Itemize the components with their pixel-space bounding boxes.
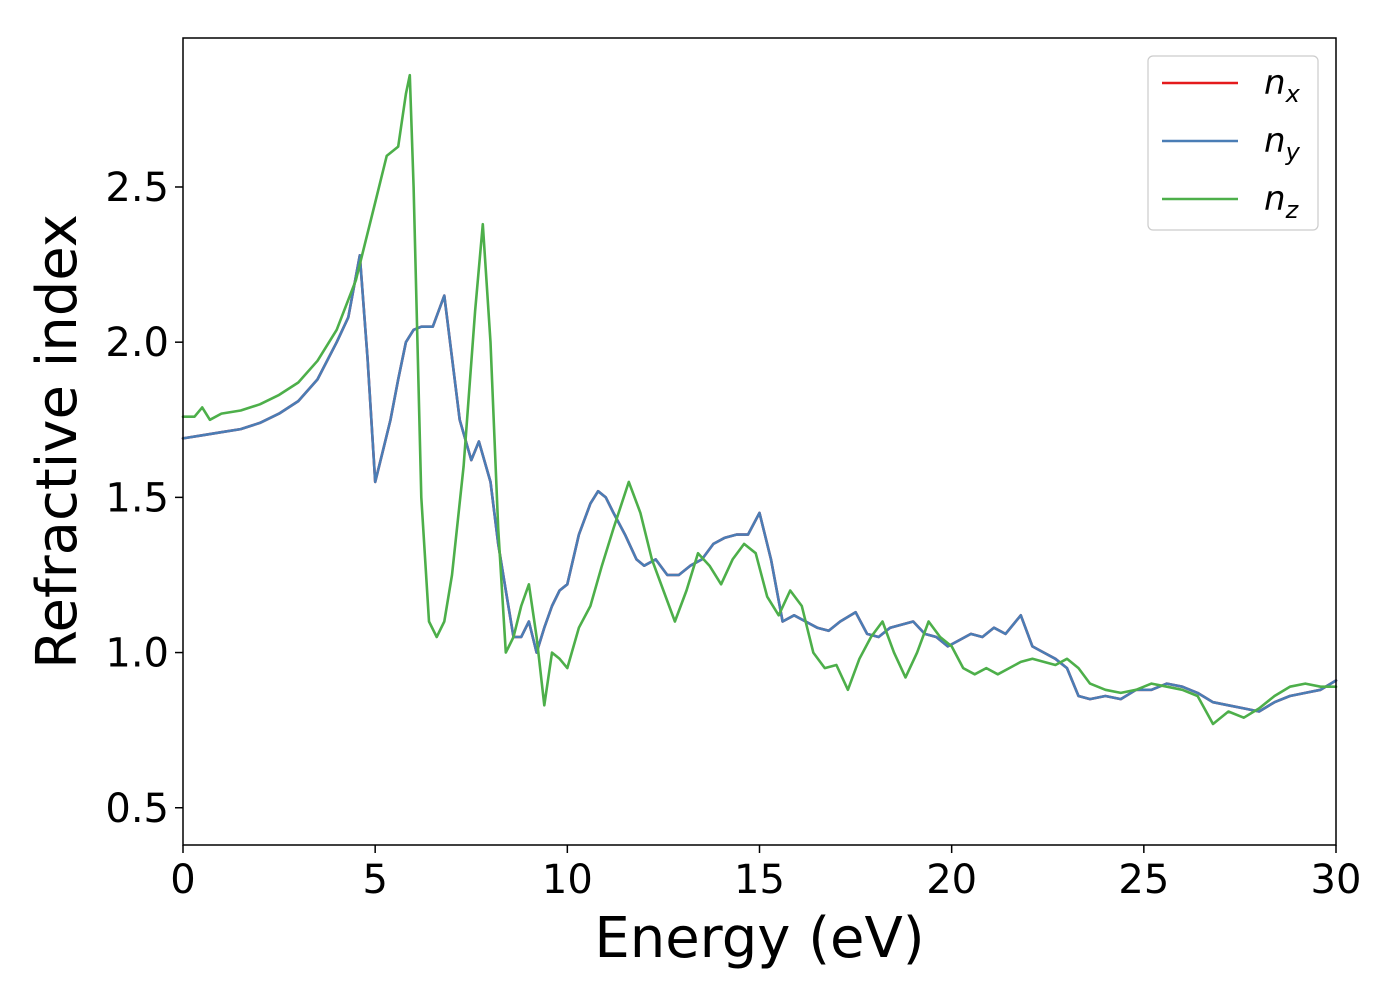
legend-box [1147,55,1319,231]
legend-label-ny: ny [1264,121,1301,166]
x-tick-label: 5 [362,857,387,903]
x-axis-ticks: 0 5 10 15 20 25 30 [170,845,1361,903]
x-tick-label: 20 [926,857,977,903]
x-axis-title: Energy (eV) [594,906,924,971]
x-tick-label: 0 [170,857,195,903]
x-tick-label: 15 [734,857,785,903]
y-tick-label: 1.0 [105,631,169,677]
x-tick-label: 25 [1118,857,1169,903]
x-tick-label: 30 [1311,857,1362,903]
y-tick-label: 2.0 [105,320,169,366]
y-tick-label: 0.5 [105,786,169,832]
y-axis-title: Refractive index [25,214,90,669]
series-line-nz [181,73,1338,726]
series-line-ny [181,254,1338,713]
y-axis-ticks: 0.5 1.0 1.5 2.0 2.5 [105,165,183,832]
x-tick-label: 10 [542,857,593,903]
plot-lines [181,73,1338,726]
series-line-nx [181,254,1338,713]
legend-label-nx: nx [1264,63,1301,108]
y-tick-label: 1.5 [105,475,169,521]
y-tick-label: 2.5 [105,165,169,211]
